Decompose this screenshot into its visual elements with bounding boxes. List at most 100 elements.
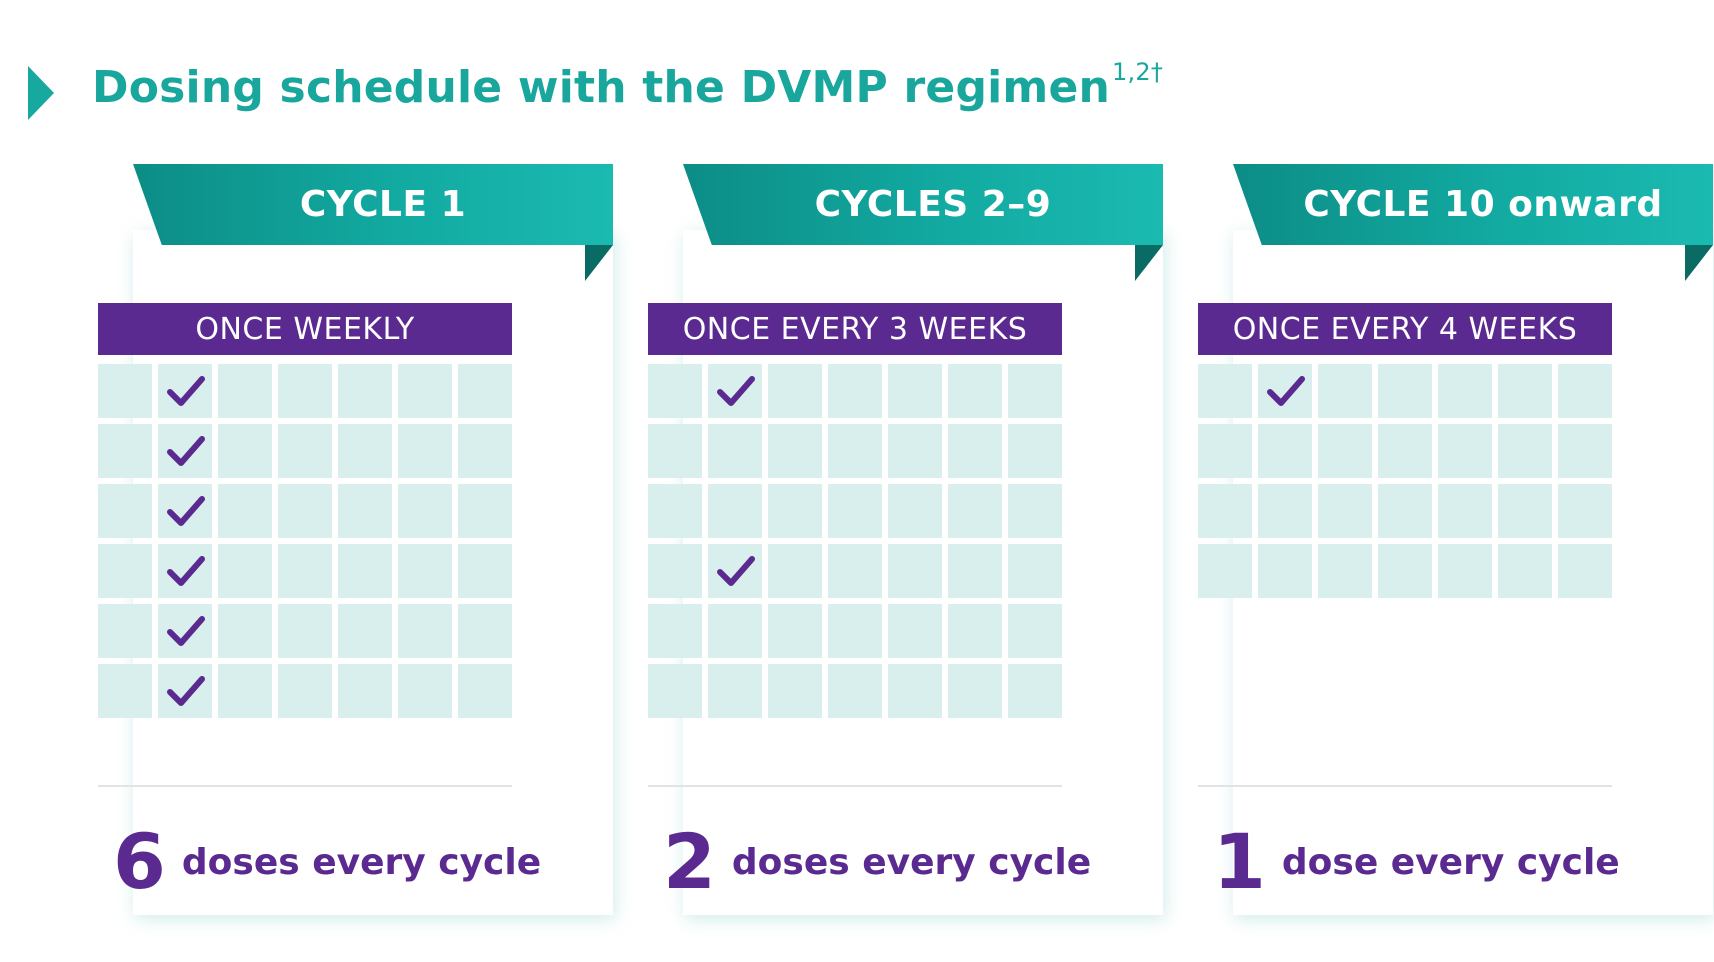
calendar-day-cell: [1318, 424, 1372, 478]
calendar-day-cell: [1378, 544, 1432, 598]
checkmark-icon: [167, 436, 205, 466]
calendar-day-cell: [1378, 484, 1432, 538]
calendar-day-cell: [708, 664, 762, 718]
dose-text: doses every cycle: [731, 841, 1092, 883]
checkmark-icon: [1267, 376, 1305, 406]
calendar-day-cell: [1258, 484, 1312, 538]
calendar-day-cell: [458, 664, 512, 718]
calendar-day-cell: [218, 544, 272, 598]
calendar-day-cell: [768, 484, 822, 538]
calendar-day-cell: [948, 424, 1002, 478]
calendar-day-cell: [708, 484, 762, 538]
calendar-day-cell: [278, 544, 332, 598]
calendar-day-cell: [888, 424, 942, 478]
calendar-day-cell: [218, 484, 272, 538]
calendar-day-cell: [648, 544, 702, 598]
cycle-banner: CYCLE 10 onward: [1233, 164, 1713, 245]
calendar-day-cell: [458, 424, 512, 478]
checkmark-icon: [167, 496, 205, 526]
calendar-day-cell: [158, 364, 212, 418]
checkmark-icon: [717, 376, 755, 406]
calendar-day-cell: [1198, 364, 1252, 418]
calendar-day-cell: [1198, 544, 1252, 598]
divider: [648, 785, 1062, 787]
calendar-day-cell: [1558, 424, 1612, 478]
checkmark-icon: [167, 376, 205, 406]
calendar-day-cell: [1498, 484, 1552, 538]
calendar-day-cell: [1318, 484, 1372, 538]
calendar-day-cell: [768, 544, 822, 598]
calendar-day-cell: [948, 664, 1002, 718]
calendar-day-cell: [1198, 424, 1252, 478]
calendar-day-cell: [828, 544, 882, 598]
calendar-day-cell: [278, 604, 332, 658]
cycle-banner: CYCLE 1: [133, 164, 613, 245]
calendar-day-cell: [948, 364, 1002, 418]
calendar-day-cell: [458, 544, 512, 598]
calendar-day-cell: [1498, 364, 1552, 418]
calendar-day-cell: [278, 364, 332, 418]
calendar-grid: [1198, 364, 1612, 598]
dose-count: 1: [1213, 817, 1266, 906]
calendar-day-cell: [1438, 544, 1492, 598]
calendar-day-cell: [218, 364, 272, 418]
calendar-day-cell: [398, 424, 452, 478]
calendar-day-cell: [98, 484, 152, 538]
calendar-day-cell: [98, 604, 152, 658]
calendar-day-cell: [1318, 364, 1372, 418]
calendar-day-cell: [768, 364, 822, 418]
calendar-day-cell: [1258, 364, 1312, 418]
calendar-day-cell: [158, 424, 212, 478]
calendar-grid: [648, 364, 1062, 718]
calendar-day-cell: [458, 604, 512, 658]
calendar-day-cell: [828, 604, 882, 658]
calendar-day-cell: [1378, 364, 1432, 418]
calendar-day-cell: [708, 424, 762, 478]
calendar-day-cell: [828, 424, 882, 478]
checkmark-icon: [167, 676, 205, 706]
calendar-day-cell: [158, 664, 212, 718]
calendar-day-cell: [828, 664, 882, 718]
cycle-card-2: CYCLES 2–9 ONCE EVERY 3 WEEKS 2 doses ev…: [648, 160, 1163, 915]
calendar-day-cell: [98, 664, 152, 718]
calendar-day-cell: [338, 364, 392, 418]
calendar-day-cell: [1318, 544, 1372, 598]
calendar-day-cell: [1558, 484, 1612, 538]
calendar-day-cell: [888, 484, 942, 538]
dose-text: doses every cycle: [181, 841, 542, 883]
calendar-day-cell: [98, 544, 152, 598]
calendar-day-cell: [888, 604, 942, 658]
title-text: Dosing schedule with the DVMP regimen: [92, 62, 1111, 113]
title-footnote-ref: 1,2†: [1112, 58, 1164, 86]
calendar-day-cell: [338, 484, 392, 538]
calendar-day-cell: [948, 544, 1002, 598]
calendar-day-cell: [218, 604, 272, 658]
calendar-day-cell: [1438, 424, 1492, 478]
dose-count: 2: [663, 817, 716, 906]
calendar-day-cell: [458, 484, 512, 538]
calendar-day-cell: [648, 424, 702, 478]
calendar-day-cell: [1438, 484, 1492, 538]
calendar-day-cell: [648, 364, 702, 418]
calendar-day-cell: [828, 364, 882, 418]
dose-text: dose every cycle: [1281, 841, 1620, 883]
calendar-day-cell: [1008, 604, 1062, 658]
calendar-day-cell: [768, 664, 822, 718]
checkmark-icon: [167, 616, 205, 646]
calendar-day-cell: [98, 424, 152, 478]
calendar-day-cell: [648, 484, 702, 538]
calendar-day-cell: [458, 364, 512, 418]
calendar-day-cell: [1498, 544, 1552, 598]
calendar-day-cell: [948, 604, 1002, 658]
calendar-day-cell: [1258, 424, 1312, 478]
dose-count: 6: [113, 817, 166, 906]
page-title: Dosing schedule with the DVMP regimen1,2…: [92, 58, 1163, 113]
calendar-day-cell: [768, 424, 822, 478]
calendar-day-cell: [888, 664, 942, 718]
calendar-day-cell: [398, 544, 452, 598]
frequency-label: ONCE EVERY 3 WEEKS: [648, 303, 1062, 355]
cycle-card-3: CYCLE 10 onward ONCE EVERY 4 WEEKS 1 dos…: [1198, 160, 1713, 915]
cycle-card-1: CYCLE 1 ONCE WEEKLY 6 doses every cycle: [98, 160, 613, 915]
calendar-day-cell: [398, 604, 452, 658]
calendar-day-cell: [398, 364, 452, 418]
